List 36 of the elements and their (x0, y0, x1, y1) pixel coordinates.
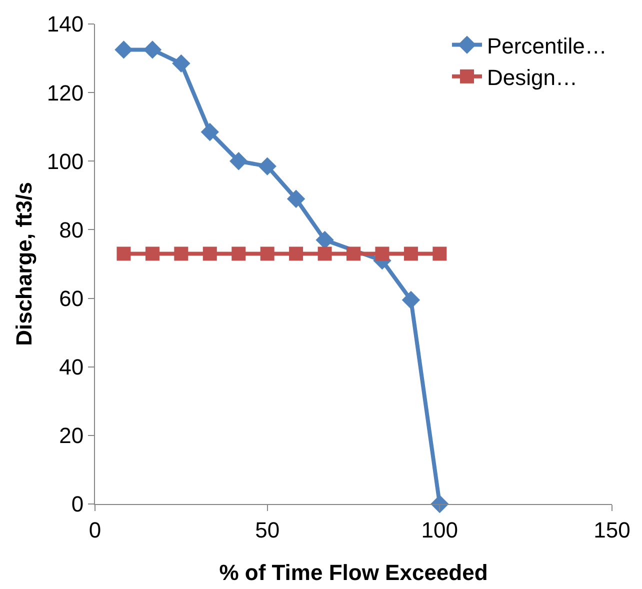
point (404, 246, 418, 261)
y-tick-label: 60 (59, 286, 84, 311)
y-tick-label: 140 (46, 12, 84, 37)
point (289, 246, 304, 261)
point (230, 152, 248, 170)
point (232, 246, 246, 261)
point (174, 246, 188, 261)
point (143, 40, 162, 59)
point (318, 246, 332, 261)
y-axis-title: Discharge, ft3/s (12, 182, 37, 346)
y-tick-label: 40 (59, 354, 84, 380)
x-axis-title: % of Time Flow Exceeded (219, 560, 488, 585)
y-tick-label: 120 (46, 80, 84, 106)
x-tick-label: 150 (594, 517, 630, 542)
x-tick-label: 50 (255, 517, 280, 542)
point (375, 246, 390, 261)
point (402, 290, 420, 310)
point (114, 40, 133, 59)
point (286, 190, 306, 208)
legend-label: Percentile… (487, 33, 607, 58)
point (116, 246, 131, 261)
y-tick-label: 100 (46, 148, 84, 174)
y-tick-label: 20 (59, 423, 84, 448)
y-tick-label: 0 (71, 492, 84, 517)
point (346, 246, 360, 261)
point (202, 246, 217, 261)
x-tick-label: 100 (421, 517, 458, 542)
point (145, 246, 160, 261)
point (200, 122, 219, 142)
point (260, 246, 274, 261)
point (172, 54, 190, 73)
x-tick-label: 0 (88, 517, 102, 542)
legend-label: Design… (487, 64, 578, 90)
y-tick-label: 80 (59, 217, 84, 242)
point (258, 157, 276, 176)
point (432, 246, 447, 261)
